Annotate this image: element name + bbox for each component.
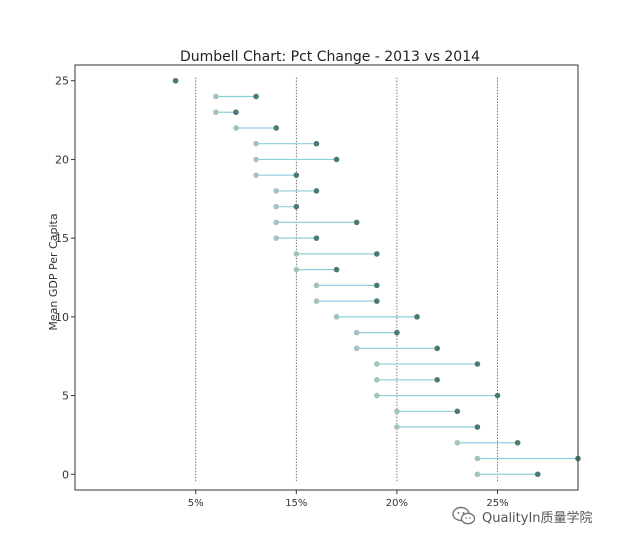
point-2014 — [414, 314, 420, 320]
point-2013 — [394, 408, 400, 415]
y-axis: 0 5 10 15 20 25 — [55, 75, 75, 481]
point-2014 — [374, 251, 380, 257]
reference-lines — [195, 77, 498, 483]
point-2013 — [353, 329, 360, 336]
point-2013 — [374, 392, 380, 399]
dumbbell-row — [273, 235, 320, 241]
watermark-text: QualityIn质量学院 — [482, 510, 593, 526]
point-2014 — [353, 219, 360, 226]
dumbbell-row — [293, 251, 380, 257]
y-tick-label: 25 — [55, 75, 69, 88]
y-tick-label: 10 — [55, 311, 69, 324]
point-2013 — [253, 156, 259, 163]
point-2014 — [313, 188, 320, 194]
x-axis: 5% 15% 20% 25% — [188, 490, 509, 509]
point-2014 — [333, 266, 340, 273]
point-2014 — [534, 471, 541, 478]
point-2013 — [474, 471, 481, 478]
dumbbell-row — [454, 439, 521, 446]
dumbbell-row — [213, 93, 259, 100]
x-tick-label: 15% — [285, 498, 307, 509]
x-tick-label: 25% — [486, 498, 508, 509]
point-2013 — [273, 219, 280, 226]
point-2013 — [353, 345, 360, 352]
dumbbell-row — [253, 140, 320, 147]
dumbbell-row — [172, 77, 179, 84]
dumbbell-row — [233, 125, 280, 131]
point-2014 — [293, 203, 300, 210]
point-2014 — [172, 77, 179, 84]
dumbbell-row — [253, 156, 340, 163]
dumbbell-row — [273, 188, 320, 194]
point-2013 — [394, 424, 400, 430]
point-2013 — [253, 140, 259, 147]
point-2013 — [474, 455, 481, 462]
point-2013 — [374, 377, 380, 383]
chart-title: Dumbell Chart: Pct Change - 2013 vs 2014 — [180, 49, 480, 65]
point-2013 — [293, 251, 300, 257]
point-2013 — [293, 266, 300, 273]
point-2014 — [374, 298, 380, 304]
dumbbell-row — [213, 109, 239, 116]
point-2013 — [233, 125, 239, 131]
point-2013 — [333, 314, 340, 320]
point-2014 — [253, 93, 259, 100]
dumbbell-row — [313, 298, 380, 304]
point-2014 — [394, 329, 400, 336]
point-2013 — [454, 439, 461, 446]
dumbbell-row — [474, 471, 541, 478]
dumbbell-row — [374, 392, 501, 399]
y-tick-label: 0 — [62, 468, 69, 481]
watermark: QualityIn质量学院 — [452, 505, 593, 527]
point-2013 — [213, 93, 219, 100]
dumbbell-row — [253, 172, 300, 178]
y-tick-label: 20 — [55, 153, 69, 166]
point-2013 — [253, 172, 259, 178]
point-2014 — [374, 282, 380, 289]
point-2014 — [233, 109, 239, 116]
wechat-icon — [452, 506, 476, 525]
dumbbell-row — [374, 361, 481, 367]
dumbbell-row — [474, 455, 581, 462]
dumbbell-row — [353, 345, 440, 352]
point-2014 — [434, 377, 440, 383]
plot-frame — [74, 64, 579, 491]
y-axis-label: Mean GDP Per Capita — [47, 213, 60, 330]
point-2014 — [293, 172, 300, 178]
point-2013 — [313, 282, 320, 289]
dumbbell-row — [273, 203, 300, 210]
point-2014 — [514, 439, 521, 446]
point-2013 — [273, 203, 280, 210]
dumbbell-row — [394, 408, 461, 415]
point-2014 — [494, 392, 501, 399]
point-2014 — [333, 156, 340, 163]
x-tick-label: 20% — [386, 498, 408, 509]
point-2014 — [313, 235, 320, 241]
x-tick-label: 5% — [188, 498, 204, 509]
point-2014 — [434, 345, 440, 352]
point-2014 — [474, 424, 481, 430]
dumbbell-row — [333, 314, 420, 320]
y-tick-label: 5 — [62, 390, 69, 403]
dumbbell-row — [374, 377, 440, 383]
point-2013 — [213, 109, 219, 116]
y-tick-label: 15 — [55, 232, 69, 245]
dumbbell-row — [394, 424, 481, 430]
point-2014 — [313, 140, 320, 147]
point-2013 — [273, 188, 280, 194]
point-2014 — [454, 408, 461, 415]
dumbbell-row — [313, 282, 380, 289]
point-2013 — [313, 298, 320, 304]
dumbbell-row — [293, 266, 340, 273]
point-2013 — [273, 235, 280, 241]
dumbbell-rows — [172, 77, 581, 478]
dumbbell-row — [273, 219, 360, 226]
point-2014 — [474, 361, 481, 367]
point-2014 — [273, 125, 280, 131]
point-2013 — [374, 361, 380, 367]
dumbbell-row — [353, 329, 400, 336]
